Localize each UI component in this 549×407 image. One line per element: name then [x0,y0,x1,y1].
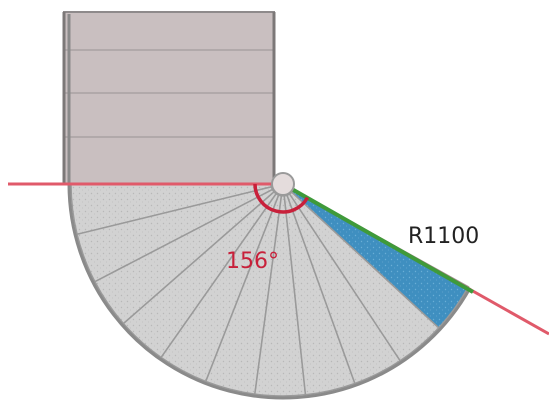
angle-arc [253,183,310,214]
outer-handrail [67,14,472,400]
radius-label: R1100 [408,224,479,249]
spiral-treads [70,183,470,397]
landing-panel [63,11,275,185]
radius-line [282,182,474,294]
center-column [271,172,295,196]
angle-label: 156° [226,249,279,274]
upper-landing [62,11,276,185]
